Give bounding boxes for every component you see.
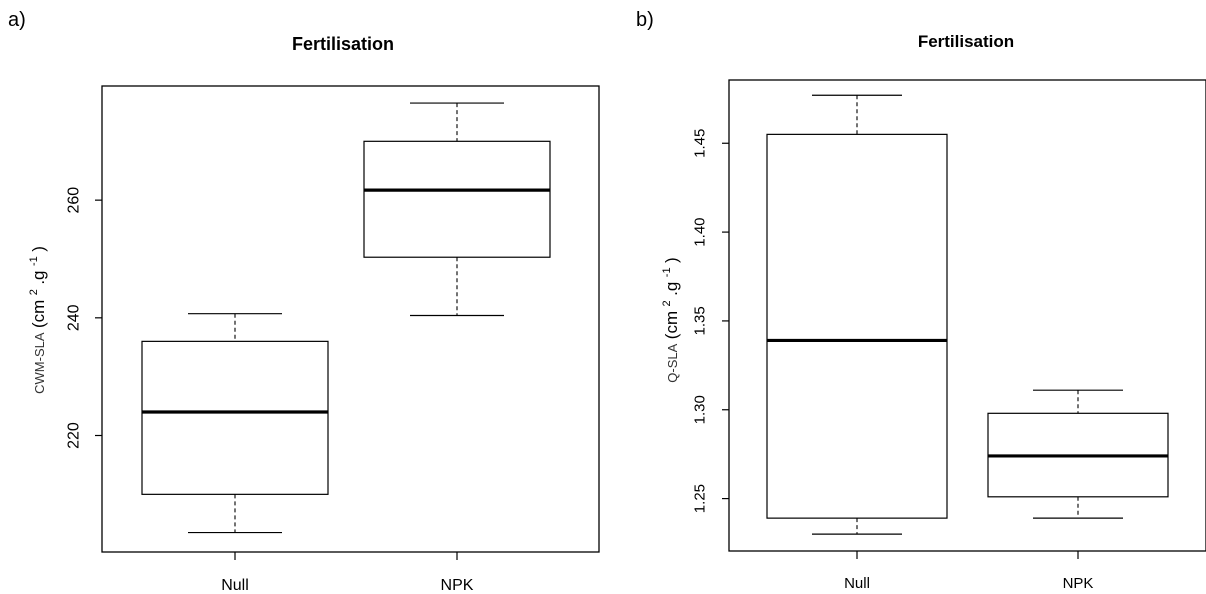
panel-b-plot: 1.25 1.30 1.35 1.40 1.45 Null NPK [692, 94, 1169, 592]
panel-a-ylabel-open: (cm [29, 300, 48, 328]
panel-a-ytick-label: 260 [66, 187, 83, 214]
svg-text:CWM-SLA (cm: CWM-SLA (cm 2 .g -1 ) [24, 246, 48, 394]
panel-a-ylabel-dot: .g [29, 270, 48, 284]
panel-b-title: Fertilisation [918, 32, 1014, 51]
panel-b-ylabel-sup2: -1 [661, 267, 673, 277]
panel-a-plot: 220 240 260 Null NPK [66, 102, 551, 594]
panel-a-ylabel: CWM-SLA (cm 2 .g -1 ) [24, 246, 48, 394]
panel-b-ytick-label: 1.45 [692, 129, 709, 158]
panel-a-label: a) [8, 9, 26, 31]
svg-text:Q-SLA (cm: Q-SLA (cm 2 .g -1 ) [657, 257, 681, 382]
panel-a-ylabel-main: CWM-SLA [32, 332, 47, 394]
panel-a-category-label: NPK [441, 577, 474, 594]
panel-a-category-label: Null [221, 577, 249, 594]
panel-b-box-null [766, 94, 948, 535]
panel-b-ytick-label: 1.30 [692, 395, 709, 424]
panel-a-title: Fertilisation [292, 34, 394, 54]
panel-a-plot-frame [101, 85, 600, 553]
panel-a-ylabel-sup1: 2 [28, 289, 40, 295]
panel-b-ylabel-close: ) [662, 257, 681, 263]
panel-a-box-null-iqr [141, 340, 329, 495]
panel-a-ylabel-sup2: -1 [28, 256, 40, 266]
panel-b-plot-frame [728, 79, 1206, 552]
panel-b-ylabel: Q-SLA (cm 2 .g -1 ) [657, 257, 681, 382]
panel-b-category-label: Null [844, 575, 870, 592]
panel-b-label: b) [636, 9, 654, 31]
panel-b-box-npk [987, 389, 1169, 519]
panel-b-ylabel-main: Q-SLA [665, 343, 680, 382]
panel-a-box-null [141, 313, 329, 534]
panel-a-box-npk-iqr [363, 140, 551, 258]
panel-a-ylabel-close: ) [29, 246, 48, 252]
panel-b-ytick-label: 1.35 [692, 306, 709, 335]
panel-b-ytick-label: 1.40 [692, 217, 709, 246]
panel-b-ylabel-dot: .g [662, 282, 681, 296]
panel-a: a) Fertilisation CWM-SLA (cm 2 .g -1 ) 2… [8, 9, 600, 594]
panel-b: b) Fertilisation Q-SLA (cm 2 .g -1 ) 1.2… [636, 9, 1206, 592]
panel-b-ylabel-open: (cm [662, 311, 681, 339]
panel-a-box-npk [363, 102, 551, 317]
panel-b-ytick-label: 1.25 [692, 484, 709, 513]
panel-b-box-null-iqr [766, 133, 948, 519]
panel-a-ytick-label: 240 [66, 304, 83, 331]
panel-b-ylabel-sup1: 2 [661, 300, 673, 306]
panel-b-category-label: NPK [1063, 575, 1094, 592]
panel-a-ytick-label: 220 [66, 422, 83, 449]
